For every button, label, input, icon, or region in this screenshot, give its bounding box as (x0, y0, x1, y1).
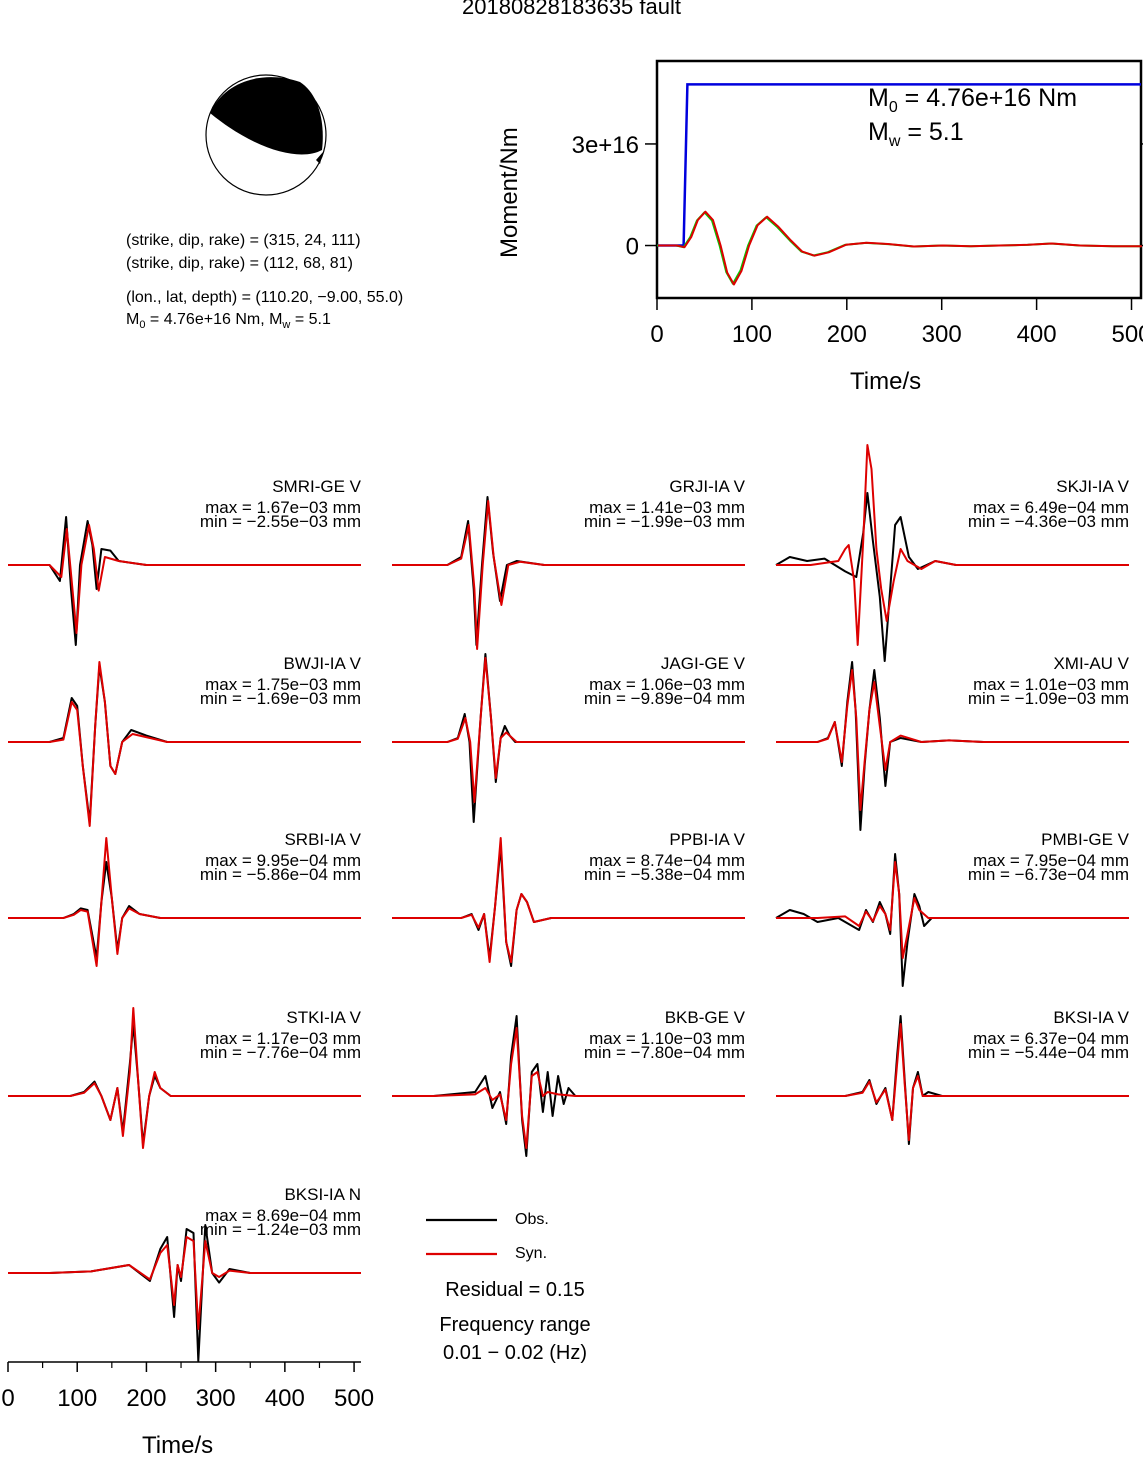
trace-min-label: min = −1.09e−03 mm (967, 689, 1129, 708)
observed-trace (8, 516, 361, 646)
trace-min-label: min = −5.86e−04 mm (199, 865, 361, 884)
trace-max-label: max = 9.95e−04 mm (205, 851, 361, 870)
synthetic-trace (392, 1027, 745, 1149)
trace-max-label: max = 1.67e−03 mm (205, 498, 361, 517)
trace-station-label: JAGI-GE V (660, 654, 745, 673)
waveform-traces (8, 444, 1129, 1362)
residual-text: Residual = 0.15 (445, 1279, 585, 1301)
beachball-icon (205, 74, 327, 196)
moment-plot-frame (655, 59, 1143, 300)
traces-xlabel: Time/s (142, 1432, 214, 1459)
trace-max-label: max = 1.10e−03 mm (589, 1029, 745, 1048)
time-axis-tick-label: 400 (265, 1385, 305, 1412)
moment-magnitude-line: M0 = 4.76e+16 Nm, Mw = 5.1 (126, 311, 331, 332)
synthetic-trace (392, 657, 745, 803)
trace-min-label: min = −6.73e−04 mm (967, 865, 1129, 884)
trace-min-label: min = −4.36e−03 mm (967, 512, 1129, 531)
trace-station-label: SKJI-IA V (1056, 477, 1129, 496)
moment-xtick-label: 400 (1017, 321, 1057, 348)
synthetic-trace (8, 1236, 361, 1330)
moment-annotation: M0 = 4.76e+16 Nm (868, 84, 1078, 116)
frequency-range: 0.01 − 0.02 (Hz) (443, 1342, 587, 1364)
trace-station-label: BWJI-IA V (283, 654, 361, 673)
moment-xtick-label: 200 (827, 321, 867, 348)
moment-rate-red-line (657, 210, 1142, 286)
chart-title: 20180828183635 fault (462, 0, 681, 19)
synthetic-trace (8, 837, 361, 967)
time-axis-tick-label: 300 (196, 1385, 236, 1412)
synthetic-trace (776, 1023, 1129, 1141)
trace-min-label: min = −1.24e−03 mm (199, 1220, 361, 1239)
trace-station-label: BKSI-IA N (284, 1185, 361, 1204)
trace-min-label: min = −5.38e−04 mm (583, 865, 745, 884)
trace-max-label: max = 1.75e−03 mm (205, 675, 361, 694)
time-axis-tick-label: 100 (57, 1385, 97, 1412)
trace-station-label: PPBI-IA V (669, 830, 745, 849)
trace-max-label: max = 1.41e−03 mm (589, 498, 745, 517)
trace-station-label: BKSI-IA V (1053, 1008, 1129, 1027)
time-axis-tick-label: 200 (126, 1385, 166, 1412)
trace-max-label: max = 1.01e−03 mm (973, 675, 1129, 694)
trace-max-label: max = 6.37e−04 mm (973, 1029, 1129, 1048)
trace-max-label: max = 1.06e−03 mm (589, 675, 745, 694)
moment-ylabel: Moment/Nm (496, 127, 523, 258)
trace-min-label: min = −5.44e−04 mm (967, 1043, 1129, 1062)
trace-station-label: SMRI-GE V (272, 477, 361, 496)
trace-station-label: STKI-IA V (286, 1008, 361, 1027)
frequency-label: Frequency range (439, 1314, 591, 1336)
trace-min-label: min = −9.89e−04 mm (583, 689, 745, 708)
moment-rate-green-line (657, 211, 1141, 285)
time-axis: 0 100 200 300 400 500 (1, 1361, 374, 1412)
observed-trace (775, 492, 1129, 662)
synthetic-trace (776, 861, 1129, 959)
moment-ytick-label: 0 (626, 234, 639, 261)
trace-station-label: BKB-GE V (664, 1008, 745, 1027)
trace-max-label: max = 8.74e−04 mm (589, 851, 745, 870)
observed-trace (775, 853, 1129, 987)
trace-min-label: min = −1.99e−03 mm (583, 512, 745, 531)
trace-max-label: max = 8.69e−04 mm (205, 1206, 361, 1225)
trace-min-label: min = −7.76e−04 mm (199, 1043, 361, 1062)
synthetic-trace (776, 669, 1129, 811)
moment-xtick-label: 100 (732, 321, 772, 348)
trace-min-label: min = −7.80e−04 mm (583, 1043, 745, 1062)
synthetic-trace (776, 444, 1129, 646)
synthetic-trace (8, 1007, 361, 1149)
magnitude-annotation: Mw = 5.1 (868, 118, 964, 150)
trace-station-label: PMBI-GE V (1041, 830, 1129, 849)
synthetic-trace (392, 500, 745, 650)
source-location: (lon., lat, depth) = (110.20, −9.00, 55.… (126, 289, 404, 306)
trace-min-label: min = −2.55e−03 mm (199, 512, 361, 531)
trace-station-label: SRBI-IA V (284, 830, 361, 849)
trace-max-label: max = 7.95e−04 mm (973, 851, 1129, 870)
synthetic-trace (8, 661, 361, 827)
time-axis-tick-label: 0 (1, 1385, 14, 1412)
synthetic-trace (8, 524, 361, 634)
legend-lines (426, 1218, 497, 1256)
synthetic-trace (392, 837, 745, 963)
nodal-plane-2: (strike, dip, rake) = (112, 68, 81) (126, 255, 353, 272)
moment-xtick-label: 300 (922, 321, 962, 348)
moment-xlabel: Time/s (850, 368, 922, 395)
moment-function-panel: 0 100 200 300 400 500 0 3e+16 (572, 59, 1143, 348)
nodal-plane-1: (strike, dip, rake) = (315, 24, 111) (126, 232, 361, 249)
moment-xtick-label: 500 (1111, 321, 1143, 348)
time-axis-tick-label: 500 (334, 1385, 374, 1412)
trace-station-label: GRJI-IA V (669, 477, 745, 496)
legend-obs-label: Obs. (515, 1211, 549, 1228)
legend-syn-label: Syn. (515, 1245, 548, 1262)
moment-xtick-label: 0 (650, 321, 663, 348)
trace-min-label: min = −1.69e−03 mm (199, 689, 361, 708)
trace-max-label: max = 6.49e−04 mm (973, 498, 1129, 517)
trace-station-label: XMI-AU V (1053, 654, 1129, 673)
trace-max-label: max = 1.17e−03 mm (205, 1029, 361, 1048)
moment-ytick-label: 3e+16 (572, 132, 639, 159)
